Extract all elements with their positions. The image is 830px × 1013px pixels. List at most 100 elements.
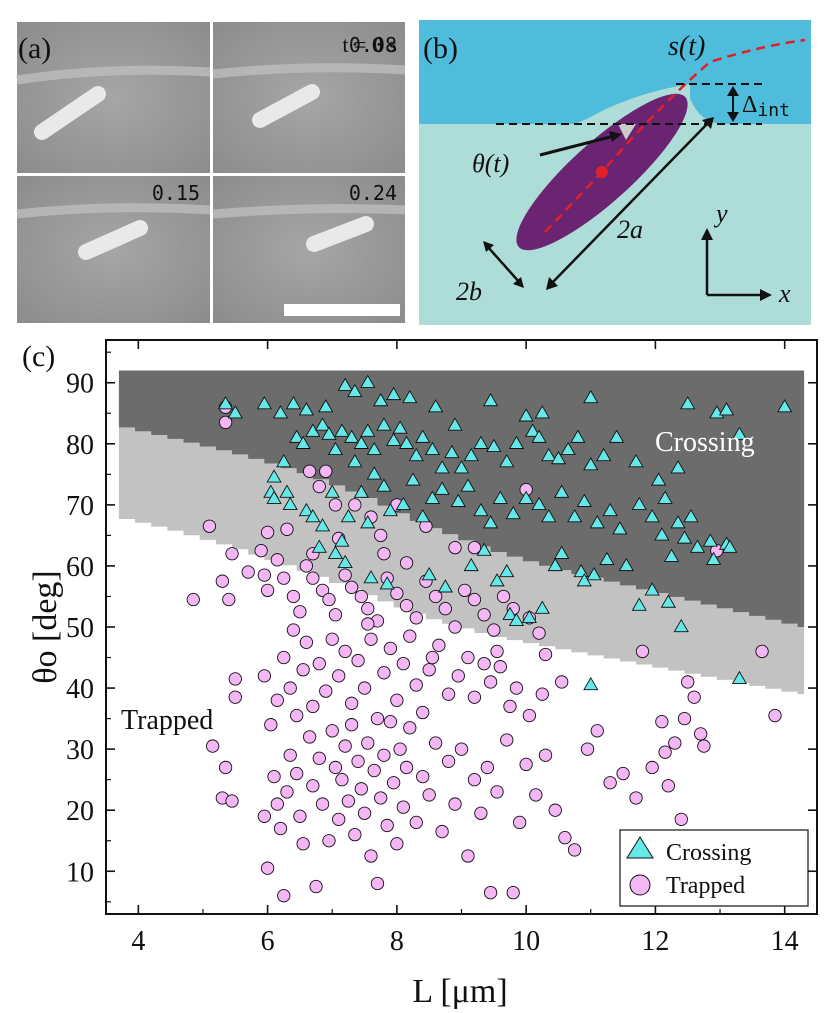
- legend-crossing-label: Crossing: [666, 840, 751, 866]
- crossing-point: [482, 515, 499, 529]
- trapped-point: [635, 644, 650, 659]
- trapped-point: [348, 498, 362, 512]
- crossing-point: [612, 521, 628, 535]
- trapped-region-label: Trapped: [121, 705, 213, 736]
- trapped-point: [645, 760, 659, 775]
- crossing-point: [777, 399, 793, 413]
- crossing-point: [405, 472, 421, 486]
- rod-particle: [78, 220, 148, 260]
- crossing-point: [618, 557, 634, 572]
- trapped-point: [390, 693, 404, 707]
- trapped-point: [655, 714, 669, 729]
- y-axis-symbol: y: [713, 199, 728, 228]
- crossing-region: [118, 370, 805, 627]
- crossing-point: [398, 435, 415, 449]
- trapped-point: [270, 797, 284, 811]
- crossing-point: [534, 405, 550, 419]
- trapped-point: [351, 653, 365, 668]
- trapped-point: [370, 876, 385, 891]
- trapped-point: [383, 714, 398, 729]
- crossing-point: [670, 460, 686, 474]
- crossing-point: [702, 533, 718, 547]
- crossing-point: [586, 566, 602, 581]
- trapped-point: [361, 617, 375, 631]
- trapped-point: [357, 681, 372, 695]
- trapped-point: [377, 547, 391, 561]
- crossing-point: [676, 530, 693, 544]
- trapped-point: [328, 608, 343, 622]
- crossing-point: [295, 435, 311, 449]
- trapped-point: [215, 574, 229, 588]
- trapped-point: [399, 760, 414, 775]
- trapped-point: [454, 742, 469, 756]
- trapped-point: [319, 684, 333, 698]
- trapped-point: [500, 733, 514, 747]
- y-tick-label: 40: [66, 674, 94, 705]
- trapped-point: [354, 589, 368, 604]
- x-axis-symbol: x: [778, 279, 791, 308]
- trapped-point: [306, 779, 320, 793]
- frame-3-time: 0.15: [152, 181, 200, 205]
- crossing-point: [492, 490, 508, 504]
- x-tick-label: 12: [641, 926, 669, 957]
- crossing-point: [518, 408, 534, 422]
- crossing-point: [534, 600, 550, 614]
- trapped-point: [496, 589, 511, 604]
- trapped-point: [348, 827, 362, 842]
- micrograph-frame-4: [212, 176, 406, 323]
- trapped-point: [322, 592, 336, 607]
- trapped-point: [409, 678, 423, 692]
- trapped-point: [264, 718, 278, 732]
- trapped-point: [325, 724, 339, 738]
- crossing-point: [298, 502, 314, 517]
- trapped-point: [548, 803, 562, 817]
- crossing-point: [718, 402, 735, 416]
- crossing-point: [554, 545, 570, 559]
- trapped-point: [687, 690, 701, 704]
- crossing-point: [722, 539, 738, 553]
- crossing-point: [327, 545, 344, 559]
- crossing-point: [266, 490, 282, 504]
- trapped-point: [674, 812, 688, 827]
- trapped-point: [312, 479, 326, 494]
- trapped-point: [538, 748, 553, 762]
- trapped-point: [361, 736, 375, 750]
- delta-int-label: Δint: [742, 92, 790, 121]
- crossing-point: [560, 441, 576, 456]
- micrograph-frame-3: [16, 176, 211, 323]
- crossing-point: [657, 490, 673, 504]
- trapped-point: [357, 806, 372, 820]
- y-tick-label: 80: [66, 430, 94, 461]
- trapped-point: [590, 724, 604, 738]
- crossing-point: [415, 429, 431, 443]
- x-tick-label: 8: [390, 926, 404, 957]
- x-tick-label: 14: [771, 926, 799, 957]
- trapped-point: [558, 831, 572, 845]
- crossing-point: [376, 417, 392, 431]
- crossing-point: [217, 396, 234, 410]
- trapped-point: [267, 769, 281, 784]
- crossing-point: [476, 542, 492, 556]
- trapped-point: [260, 861, 275, 875]
- crossing-point: [663, 548, 680, 562]
- trapped-point: [344, 718, 359, 732]
- trapped-point: [338, 739, 352, 753]
- trapped-point: [386, 776, 401, 790]
- crossing-point: [499, 563, 515, 578]
- crossing-point: [343, 429, 360, 443]
- trapped-point: [522, 708, 537, 723]
- panel-a-label: (a): [18, 32, 51, 65]
- crossing-point: [589, 515, 605, 529]
- minor-axis-label: 2b: [456, 277, 482, 306]
- legend-box: [619, 829, 809, 907]
- trapped-point: [370, 711, 385, 726]
- frame-4-time: 0.24: [349, 181, 397, 205]
- crossing-point: [644, 582, 660, 596]
- curve-label: s(t): [668, 31, 705, 62]
- crossing-point: [518, 490, 534, 504]
- trapped-point: [441, 687, 456, 701]
- trapped-point: [218, 415, 233, 430]
- trapped-point: [257, 669, 272, 683]
- trapped-point: [283, 681, 297, 695]
